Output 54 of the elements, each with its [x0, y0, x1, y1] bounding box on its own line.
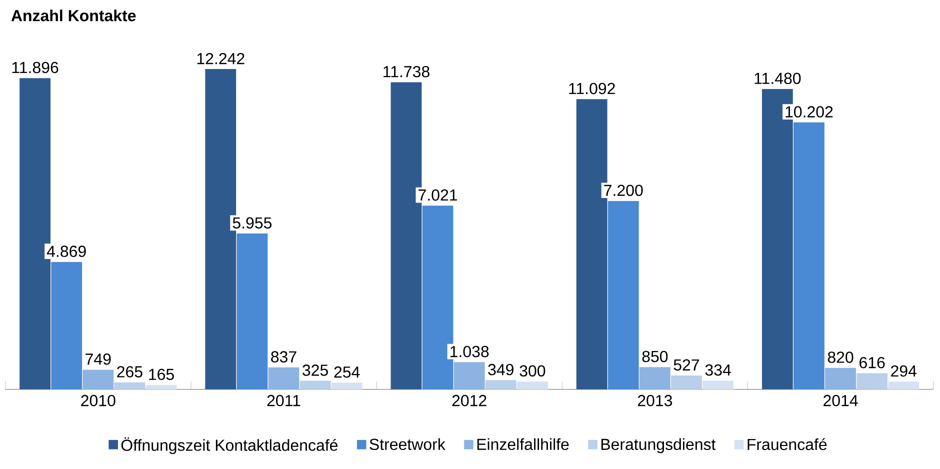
legend-label: Frauencafé	[748, 438, 827, 450]
x-tick-label: 2010	[81, 394, 116, 406]
x-tick-label: 2014	[824, 394, 858, 406]
chart-title: Anzahl Kontakte	[11, 9, 136, 22]
bar	[82, 370, 114, 390]
data-label: 5.955	[232, 217, 272, 228]
data-label: 749	[86, 353, 111, 365]
bar	[114, 382, 146, 390]
x-tick-label: 2011	[267, 394, 300, 406]
data-label: 325	[302, 364, 328, 376]
legend-label: Einzelfallhilfe	[477, 438, 569, 450]
data-label: 837	[271, 351, 296, 362]
legend-label: Öffnungszeit Kontaktladencafé	[121, 437, 338, 454]
data-label: 12.242	[197, 52, 244, 64]
bar	[794, 122, 824, 390]
bar	[671, 375, 702, 390]
data-label: 165	[149, 368, 174, 380]
data-label: 265	[117, 366, 142, 378]
data-label: 4.869	[46, 246, 86, 257]
legend-label: Beratungsdienst	[601, 438, 716, 454]
legend-label: Streetwork	[370, 438, 446, 450]
data-label: 850	[642, 350, 668, 362]
data-label: 334	[705, 364, 731, 376]
bar	[639, 366, 670, 390]
bar	[268, 367, 300, 390]
bar	[485, 380, 516, 390]
data-label: 254	[334, 366, 360, 378]
bar	[825, 368, 856, 390]
bar	[236, 233, 268, 390]
data-label: 10.202	[786, 106, 833, 118]
bar	[856, 373, 888, 390]
data-label: 11.738	[384, 66, 430, 78]
bar	[516, 381, 548, 390]
bar	[300, 380, 331, 390]
data-label: 11.480	[754, 72, 801, 84]
data-label: 349	[488, 364, 514, 376]
data-label: 11.896	[12, 62, 58, 74]
data-label: 820	[828, 351, 854, 363]
x-tick-label: 2012	[452, 394, 486, 406]
data-label: 616	[860, 356, 885, 368]
data-label: 300	[520, 365, 546, 376]
bar	[51, 262, 82, 390]
data-label: 11.092	[569, 82, 615, 94]
bar	[608, 200, 639, 390]
data-label: 7.200	[604, 184, 643, 196]
data-label: 1.038	[450, 346, 489, 358]
bar	[702, 380, 734, 390]
x-tick-label: 2013	[638, 394, 672, 406]
data-label: 7.021	[418, 189, 458, 201]
bar	[331, 382, 362, 390]
bar	[888, 381, 920, 390]
bar	[146, 384, 177, 390]
data-label: 294	[891, 365, 917, 377]
data-label: 527	[674, 359, 700, 370]
